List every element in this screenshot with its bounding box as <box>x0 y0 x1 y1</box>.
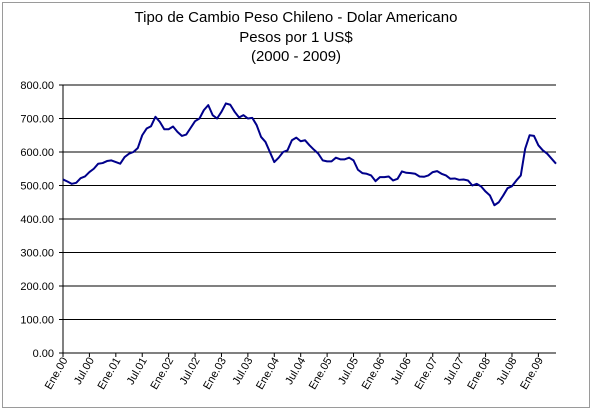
x-tick-label: Ene.01 <box>96 356 124 392</box>
gridlines <box>62 84 556 354</box>
x-tick-label: Ene.05 <box>307 356 335 392</box>
x-tick-label: Ene.07 <box>413 356 441 392</box>
x-tick-label: Jul.08 <box>495 356 520 387</box>
series-line <box>62 102 557 207</box>
x-tick-label: Jul.03 <box>230 356 255 387</box>
y-tick-label: 200.00 <box>20 281 54 293</box>
x-tick-label: Ene.09 <box>518 356 546 392</box>
x-tick-label: Jul.04 <box>283 356 308 387</box>
x-tick-label: Ene.00 <box>43 356 71 392</box>
y-tick-label: 700.00 <box>20 114 54 126</box>
x-tick-label: Ene.06 <box>360 356 388 392</box>
x-tick-label: Ene.08 <box>465 355 493 391</box>
y-tick-label: 0.00 <box>33 348 54 360</box>
y-tick-label: 400.00 <box>20 214 54 226</box>
y-axis-ticks: 0.00 100.00 200.00 300.00 400.00 500.00 600.00… <box>20 80 63 360</box>
chart-title: Tipo de Cambio Peso Chileno - Dolar Amer… <box>134 9 458 26</box>
y-tick-label: 300.00 <box>20 248 54 260</box>
x-tick-label: Jul.06 <box>389 356 414 387</box>
series-group <box>62 102 557 207</box>
chart-subtitle-years: (2000 - 2009) <box>250 48 342 65</box>
y-tick-label: 100.00 <box>20 315 54 327</box>
x-tick-label: Jul.05 <box>336 356 361 387</box>
chart-subtitle: Pesos por 1 US$ <box>239 29 353 46</box>
y-tick-label: 800.00 <box>20 80 54 92</box>
x-tick-label: Ene.04 <box>254 356 282 392</box>
y-tick-label: 600.00 <box>20 147 54 159</box>
x-tick-label: Jul.01 <box>125 356 150 387</box>
x-tick-label: Ene.03 <box>201 356 229 392</box>
x-tick-label: Jul.07 <box>442 356 467 387</box>
x-tick-label: Ene.02 <box>148 356 176 392</box>
x-tick-label: Jul.02 <box>178 356 203 387</box>
x-tick-label: Jul.00 <box>72 356 97 387</box>
y-tick-label: 500.00 <box>20 181 54 193</box>
